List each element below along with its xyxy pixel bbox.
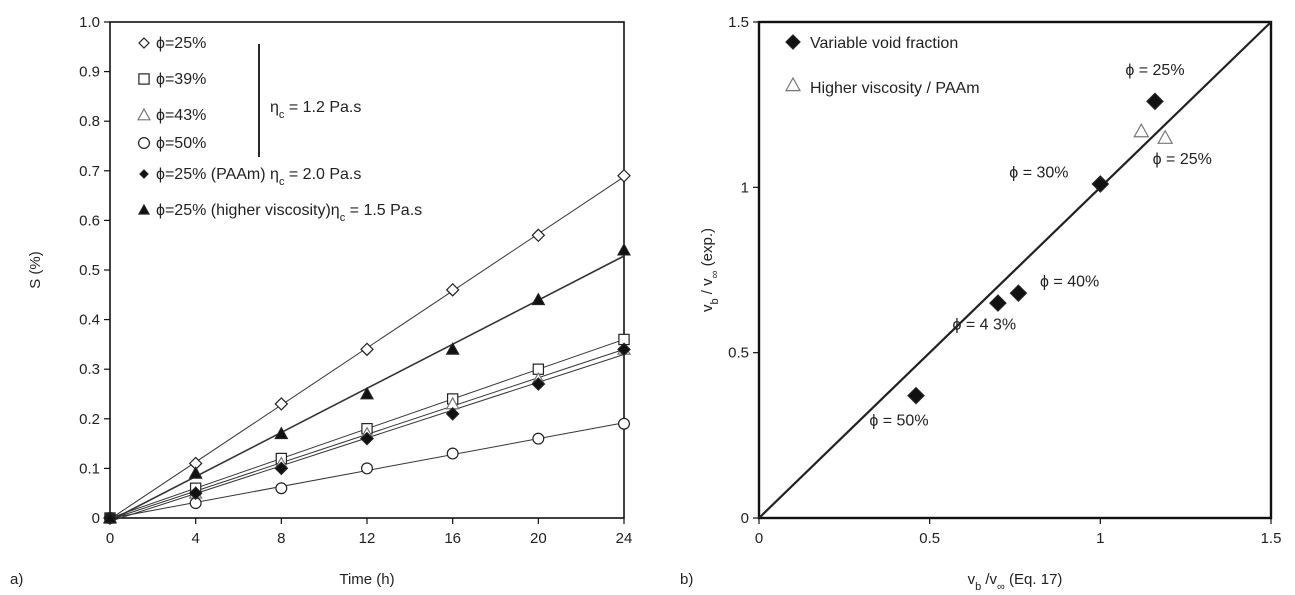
y-tick-label-a: 0.8 bbox=[79, 113, 100, 130]
data-point-b bbox=[1009, 284, 1028, 302]
data-point-a bbox=[616, 242, 632, 256]
data-point-a bbox=[531, 377, 546, 391]
data-point-b bbox=[1091, 175, 1110, 193]
x-tick-label-a: 8 bbox=[277, 530, 285, 547]
y-tick-label-b: 0.5 bbox=[728, 345, 749, 362]
data-point-a bbox=[102, 510, 118, 524]
data-point-a bbox=[274, 461, 289, 476]
legend-label-b: Higher viscosity / PAAm bbox=[810, 80, 980, 97]
data-point-a bbox=[274, 397, 289, 411]
data-point-a bbox=[188, 486, 203, 501]
legend-marker-a bbox=[139, 169, 149, 179]
data-point-a bbox=[531, 228, 546, 243]
data-point-a bbox=[617, 417, 630, 430]
legend-label-a: ϕ=43% bbox=[156, 107, 206, 124]
annotation-b: ϕ = 4 3% bbox=[952, 317, 1016, 334]
x-tick-label-a: 12 bbox=[359, 530, 376, 547]
x-tick-label-a: 24 bbox=[616, 530, 633, 547]
legend-label-a: ϕ=25% (PAAm) ηc = 2.0 Pa.s bbox=[156, 166, 361, 188]
plot-area-b bbox=[757, 20, 1273, 520]
x-axis-label-a: Time (h) bbox=[339, 571, 394, 588]
x-tick-label-b: 1.5 bbox=[1261, 530, 1282, 547]
annotation-b: ϕ = 25% bbox=[1153, 151, 1212, 168]
data-point-a bbox=[445, 406, 460, 421]
data-point-b bbox=[907, 386, 925, 405]
data-point-a bbox=[361, 462, 374, 475]
data-point-a bbox=[360, 342, 374, 357]
data-point-a bbox=[359, 386, 375, 400]
annotation-b: ϕ = 25% bbox=[1125, 62, 1184, 79]
data-point-a bbox=[360, 431, 374, 446]
data-point-a bbox=[532, 432, 545, 445]
x-axis-label-b: vb /v∞ (Eq. 17) bbox=[968, 571, 1063, 593]
legend-marker-a bbox=[137, 203, 151, 215]
y-tick-label-b: 1 bbox=[741, 179, 749, 196]
y-tick-label-a: 1.0 bbox=[79, 14, 100, 31]
x-tick-label-b: 1 bbox=[1096, 530, 1104, 547]
legend-label-a: ϕ=25% bbox=[156, 35, 206, 52]
data-point-b bbox=[1157, 129, 1174, 144]
legend-marker-a bbox=[136, 107, 152, 121]
bracket-label-a: ηc = 1.2 Pa.s bbox=[270, 99, 361, 121]
chart-a: 0 0.1 0.2 0.3 0.4 0.5 0.6 0.7 0.8 0.9 1.0 0 4 8 12 16 20… bbox=[10, 14, 632, 588]
legend-marker-a bbox=[138, 37, 150, 49]
panel-label-b: b) bbox=[680, 571, 693, 588]
legend-marker-b bbox=[784, 76, 802, 92]
y-tick-label-a: 0 bbox=[92, 510, 100, 527]
data-point-a bbox=[274, 426, 289, 440]
reference-line-b bbox=[758, 21, 1272, 519]
y-tick-label-a: 0.3 bbox=[79, 361, 100, 378]
y-tick-label-b: 1.5 bbox=[728, 14, 749, 31]
y-tick-label-a: 0.5 bbox=[79, 262, 100, 279]
legend-label-b: Variable void fraction bbox=[810, 35, 958, 52]
y-axis-label-a: S (%) bbox=[27, 251, 44, 289]
y-axis-label-b: vb / v∞ (exp.) bbox=[699, 228, 721, 312]
legend-marker-b bbox=[785, 34, 801, 50]
legend-label-a: ϕ=50% bbox=[156, 135, 206, 152]
data-point-a bbox=[531, 292, 546, 306]
x-tick-label-a: 0 bbox=[106, 530, 114, 547]
data-point-a bbox=[275, 482, 288, 495]
x-tick-label-a: 20 bbox=[530, 530, 547, 547]
data-point-a bbox=[445, 342, 460, 355]
annotation-b: ϕ = 40% bbox=[1040, 274, 1099, 291]
data-point-b bbox=[989, 294, 1007, 312]
y-tick-label-a: 0.9 bbox=[79, 64, 100, 81]
legend-label-a: ϕ=39% bbox=[156, 71, 206, 88]
chart-b: 0 0.5 1 1.5 0 0.5 1 1.5 vb /v∞ (Eq. 17) vb / v∞ (… bbox=[680, 14, 1281, 593]
data-point-b bbox=[1133, 122, 1150, 138]
x-tick-label-a: 4 bbox=[191, 530, 199, 547]
y-tick-label-b: 0 bbox=[741, 510, 749, 527]
data-point-a bbox=[617, 342, 631, 357]
annotation-b: ϕ = 30% bbox=[1009, 164, 1068, 181]
x-tick-label-b: 0 bbox=[755, 530, 763, 547]
data-point-a bbox=[617, 168, 631, 183]
y-tick-label-a: 0.7 bbox=[79, 163, 100, 180]
legend-marker-a bbox=[138, 73, 150, 85]
data-point-a bbox=[446, 447, 459, 460]
data-point-a bbox=[445, 282, 460, 297]
legend-marker-a bbox=[138, 137, 151, 150]
annotation-b: ϕ = 50% bbox=[869, 412, 928, 429]
panel-label-a: a) bbox=[10, 571, 23, 588]
data-point-a bbox=[188, 466, 203, 479]
y-tick-label-a: 0.1 bbox=[79, 460, 100, 477]
x-tick-label-b: 0.5 bbox=[919, 530, 940, 547]
data-point-b bbox=[1146, 92, 1164, 111]
legend-label-a: ϕ=25% (higher viscosity)ηc = 1.5 Pa.s bbox=[156, 202, 422, 224]
y-tick-label-a: 0.2 bbox=[79, 411, 100, 428]
x-tick-label-a: 16 bbox=[444, 530, 461, 547]
y-tick-label-a: 0.4 bbox=[79, 312, 100, 329]
y-tick-label-a: 0.6 bbox=[79, 212, 100, 229]
